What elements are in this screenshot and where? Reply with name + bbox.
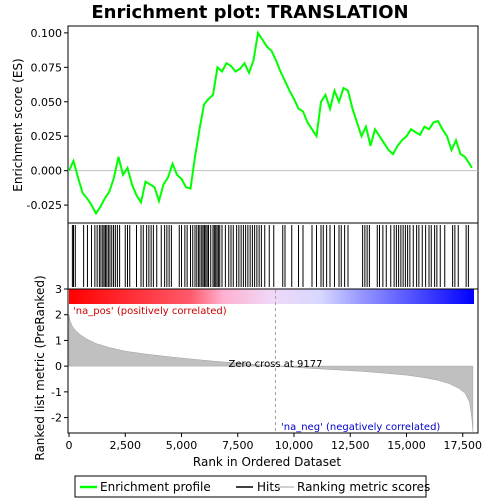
metric-panel: -2 -1 0 1 2 3 Zero cross at 9177 'na_pos' (po… <box>51 283 479 434</box>
metric-y-tick-label: 0 <box>55 360 62 373</box>
es-y-tick-label: 0.050 <box>31 96 63 109</box>
enrichment-profile-line <box>68 30 473 216</box>
hits-panel <box>67 222 479 290</box>
metric-panel-frame <box>67 288 479 434</box>
x-tick-label: 10,000 <box>275 439 314 452</box>
es-y-tick-label: 0.075 <box>31 61 63 74</box>
metric-y-tick-label: 1 <box>55 334 62 347</box>
metric-y-tick-label: -2 <box>51 412 62 425</box>
legend-metric-label: Ranking metric scores <box>297 480 430 494</box>
legend: Enrichment profile Hits Ranking metric s… <box>74 475 430 498</box>
legend-hits-label: Hits <box>257 480 280 494</box>
es-y-axis-label: Enrichment score (ES) <box>11 58 25 191</box>
chart-title: Enrichment plot: TRANSLATION <box>91 2 408 23</box>
zero-cross-annotation: Zero cross at 9177 <box>228 359 322 370</box>
x-tick-label: 12,500 <box>331 439 370 452</box>
metric-y-tick-label: -1 <box>51 386 62 399</box>
es-y-tick-label: 0.100 <box>31 27 63 40</box>
metric-y-tick-label: 2 <box>55 309 62 322</box>
legend-profile-label: Enrichment profile <box>100 480 211 494</box>
x-tick-label: 0 <box>66 439 73 452</box>
rank-color-bar <box>69 289 474 304</box>
es-y-tick-label: -0.025 <box>27 199 62 212</box>
x-tick-label: 15,000 <box>387 439 426 452</box>
metric-y-axis-label: Ranked list metric (PreRanked) <box>33 275 47 460</box>
es-y-tick-label: 0.025 <box>31 130 63 143</box>
es-panel-frame <box>67 25 479 224</box>
x-tick-label: 7,500 <box>222 439 254 452</box>
x-tick-label: 5,000 <box>166 439 198 452</box>
x-axis-label: Rank in Ordered Dataset <box>193 455 341 469</box>
metric-y-tick-label: 3 <box>55 283 62 296</box>
x-axis-ticks: 0 2,500 5,000 7,500 10,000 12,500 15,000 17,500 <box>66 433 483 452</box>
ranking-metric-area <box>68 314 474 432</box>
hit-markers <box>71 225 469 287</box>
es-y-tick-label: 0.000 <box>31 165 63 178</box>
metric-y-ticks: -2 -1 0 1 2 3 <box>51 283 68 425</box>
x-tick-label: 2,500 <box>110 439 142 452</box>
es-y-ticks: -0.025 0.000 0.025 0.050 0.075 0.100 <box>27 27 68 212</box>
x-tick-label: 17,500 <box>444 439 483 452</box>
es-panel: -0.025 0.000 0.025 0.050 0.075 0.100 <box>27 25 479 224</box>
rank-color-gradient <box>69 289 474 304</box>
negative-correlation-label: 'na_neg' (negatively correlated) <box>281 422 440 433</box>
positive-correlation-label: 'na_pos' (positively correlated) <box>73 306 227 317</box>
